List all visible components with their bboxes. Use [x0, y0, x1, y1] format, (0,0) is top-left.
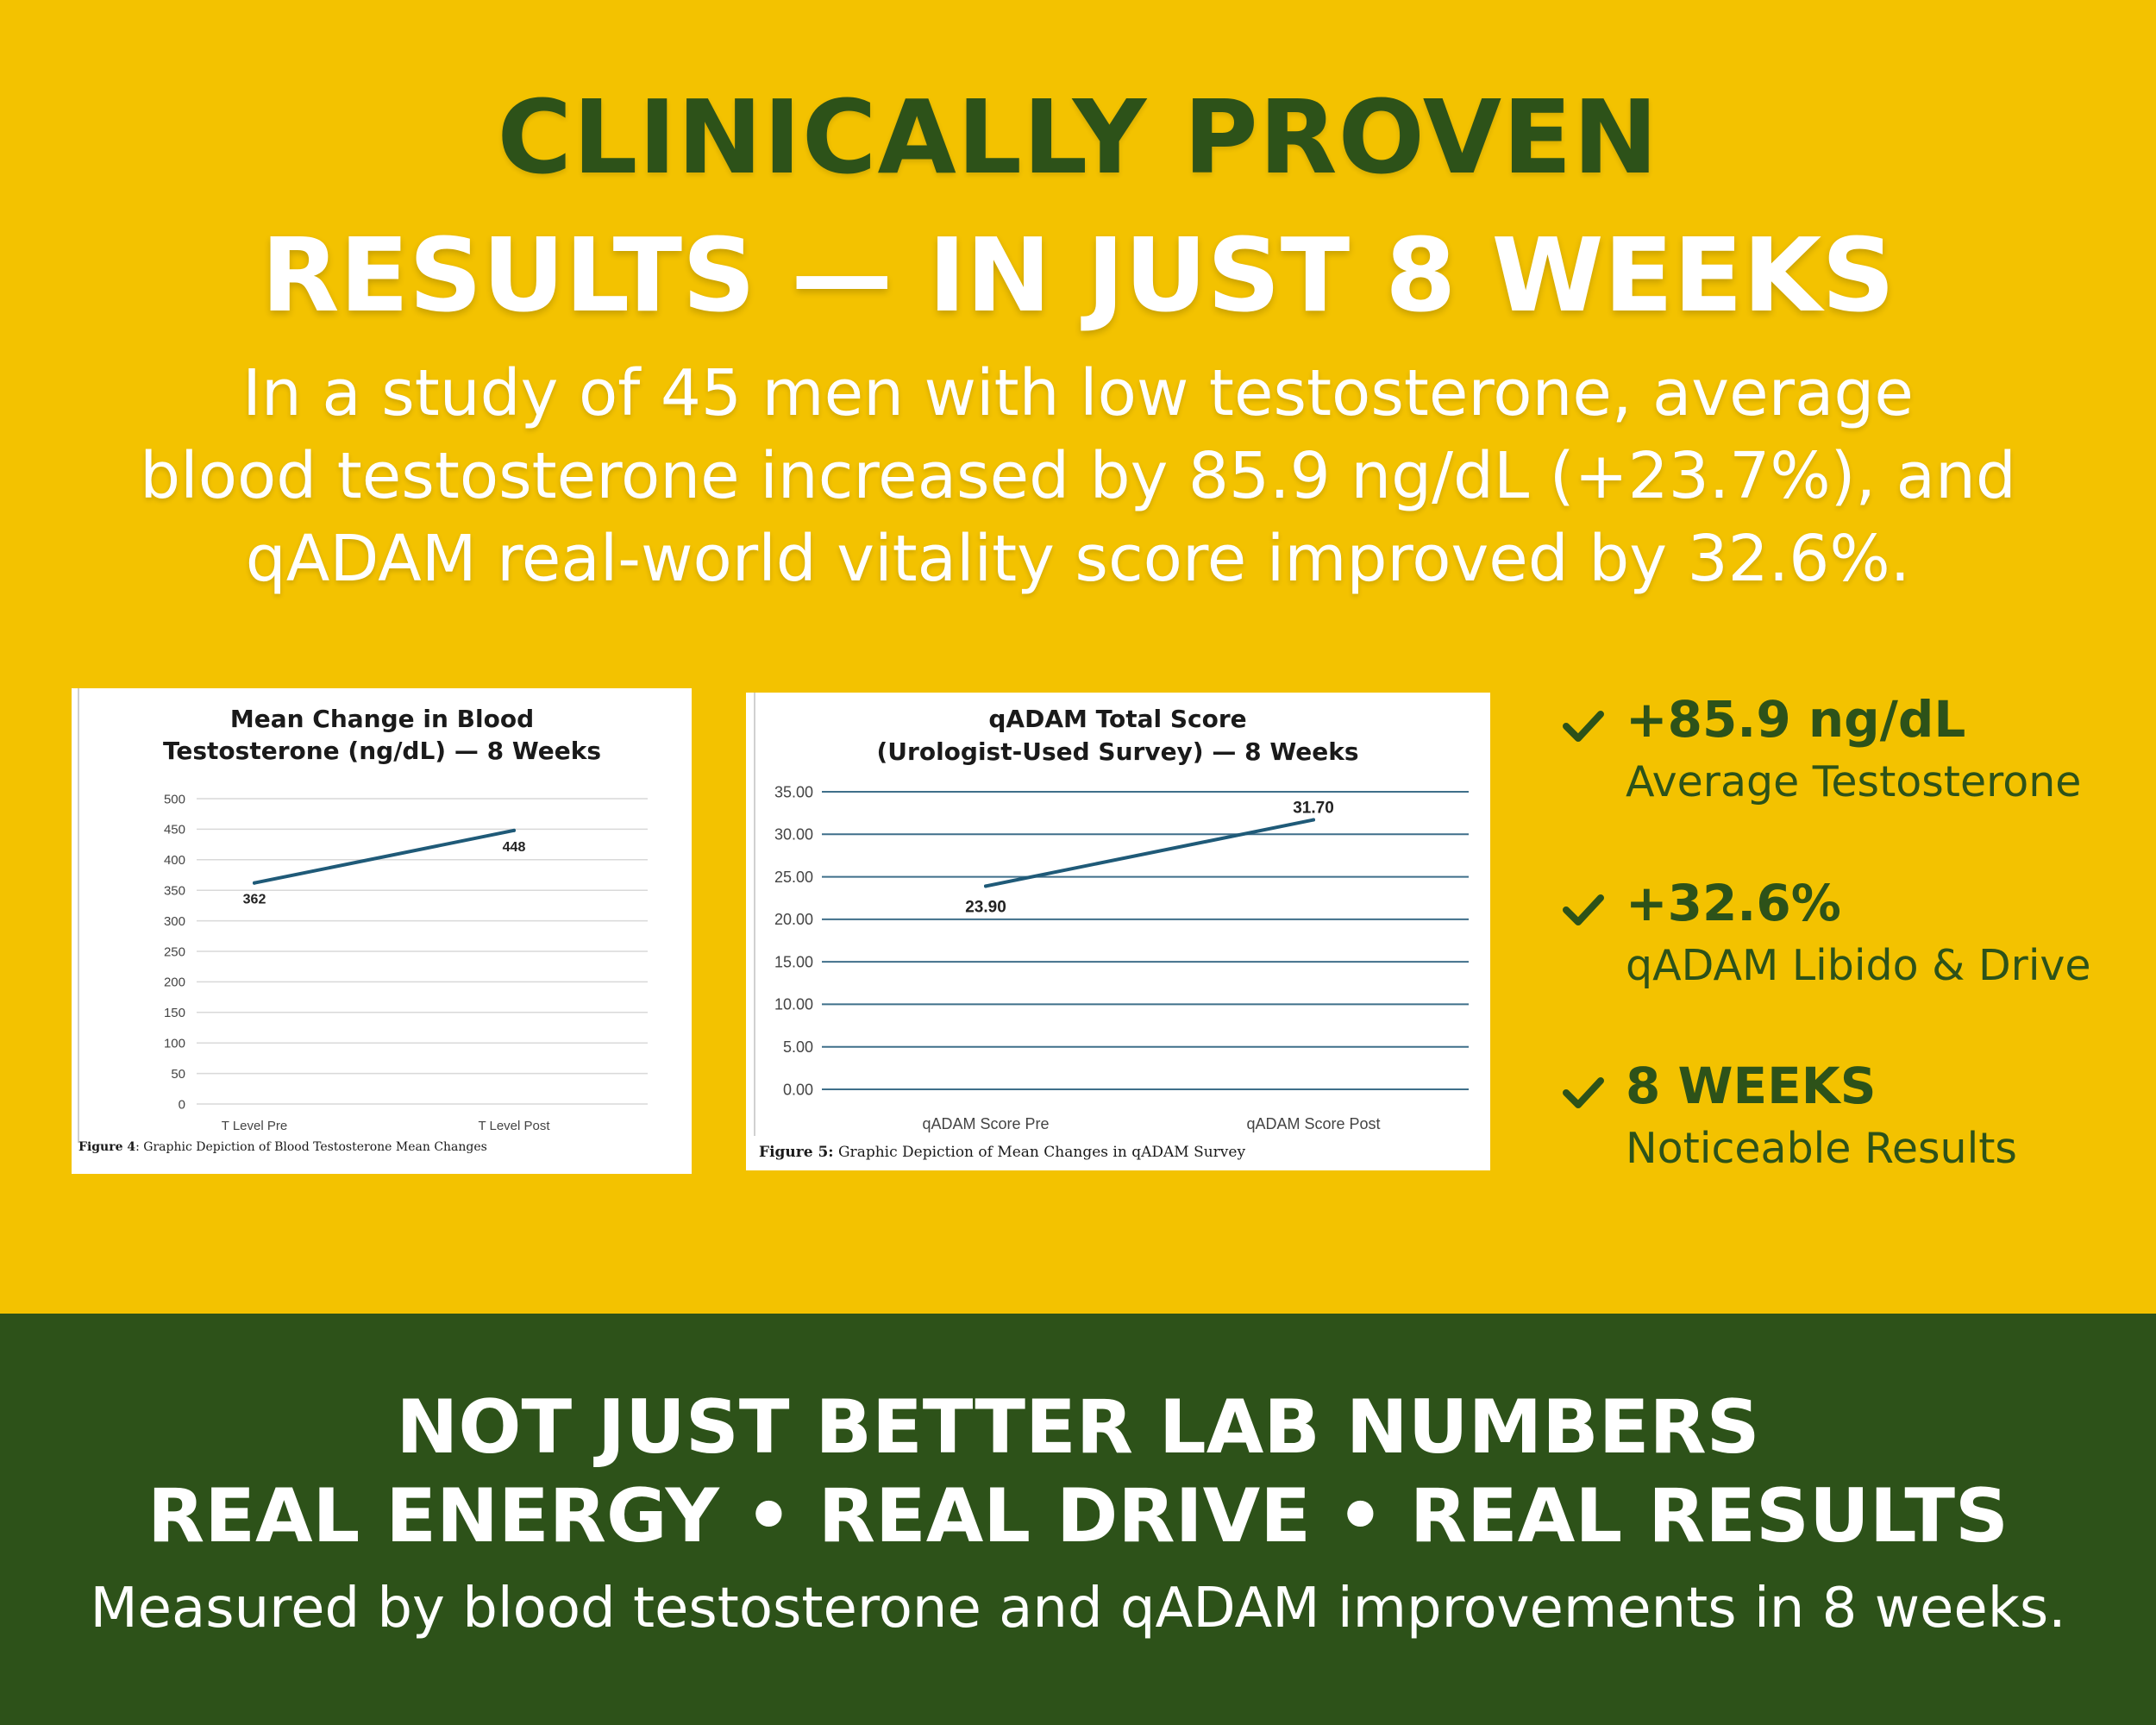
y-tick-label: 50 — [171, 1067, 185, 1082]
footer-line-1: NOT JUST BETTER LAB NUMBERS — [396, 1384, 1760, 1471]
study-summary-line-2: blood testosterone increased by 85.9 ng/… — [140, 439, 2016, 513]
series-line — [253, 828, 516, 885]
data-label: 362 — [243, 893, 266, 907]
figure-caption-label: Figure 5: — [759, 1144, 834, 1161]
data-label: 23.90 — [965, 898, 1006, 916]
stat-label: Noticeable Results — [1626, 1124, 2017, 1173]
stat-value: 8 WEEKS — [1626, 1057, 1877, 1115]
stat-value: +85.9 ng/dL — [1626, 690, 1966, 749]
x-tick-label: T Level Pre — [222, 1119, 287, 1133]
x-tick-label: qADAM Score Post — [1246, 1115, 1380, 1132]
check-icon — [1563, 711, 1604, 742]
headline-line-2: RESULTS — IN JUST 8 WEEKS — [260, 216, 1896, 335]
figure-caption-text: : Graphic Depiction of Blood Testosteron… — [135, 1140, 487, 1154]
study-summary-line-3: qADAM real-world vitality score improved… — [245, 522, 1911, 596]
y-tick-label: 150 — [164, 1006, 185, 1020]
x-tick-label: T Level Post — [478, 1119, 550, 1133]
y-tick-label: 400 — [164, 853, 185, 868]
y-tick-label: 300 — [164, 914, 185, 929]
y-tick-label: 0.00 — [783, 1081, 813, 1098]
figure-caption: Figure 5: Graphic Depiction of Mean Chan… — [759, 1144, 1245, 1161]
y-tick-label: 100 — [164, 1036, 185, 1051]
y-tick-label: 350 — [164, 883, 185, 898]
y-tick-label: 10.00 — [774, 996, 813, 1013]
chart-title-line-1: qADAM Total Score — [988, 705, 1246, 733]
data-point — [253, 881, 256, 885]
y-tick-label: 0 — [179, 1097, 185, 1112]
figure-caption-text: Graphic Depiction of Mean Changes in qAD… — [834, 1144, 1246, 1161]
data-label: 448 — [503, 840, 526, 855]
series-line — [984, 818, 1315, 888]
figure-caption-label: Figure 4 — [78, 1140, 135, 1154]
footer-line-2: REAL ENERGY • REAL DRIVE • REAL RESULTS — [147, 1473, 2009, 1559]
check-icon — [1563, 1077, 1604, 1108]
y-tick-label: 25.00 — [774, 869, 813, 886]
testosterone-chart-card: Mean Change in Blood Testosterone (ng/dL… — [72, 688, 692, 1174]
y-tick-label: 450 — [164, 823, 185, 837]
stat-label: Average Testosterone — [1626, 757, 2082, 806]
x-tick-label: qADAM Score Pre — [922, 1115, 1049, 1132]
footer-line-3: Measured by blood testosterone and qADAM… — [90, 1577, 2066, 1640]
data-point — [1312, 818, 1315, 822]
study-summary-line-1: In a study of 45 men with low testostero… — [242, 356, 1914, 430]
y-tick-label: 30.00 — [774, 826, 813, 844]
qadam-chart: qADAM Total Score (Urologist-Used Survey… — [754, 693, 1469, 1161]
chart-title-line-2: Testosterone (ng/dL) — 8 Weeks — [163, 737, 601, 765]
y-tick-label: 5.00 — [783, 1038, 813, 1056]
footer-banner: NOT JUST BETTER LAB NUMBERS REAL ENERGY … — [0, 1314, 2156, 1725]
data-point — [984, 884, 987, 888]
figure-caption: Figure 4: Graphic Depiction of Blood Tes… — [78, 1140, 487, 1154]
chart-title-line-2: (Urologist-Used Survey) — 8 Weeks — [877, 737, 1359, 766]
check-icon — [1563, 894, 1604, 925]
data-point — [512, 828, 516, 832]
y-tick-label: 20.00 — [774, 911, 813, 928]
y-tick-label: 250 — [164, 944, 185, 959]
testosterone-chart: Mean Change in Blood Testosterone (ng/dL… — [78, 688, 648, 1154]
y-tick-label: 15.00 — [774, 953, 813, 970]
chart-title-line-1: Mean Change in Blood — [230, 705, 534, 733]
stat-value: +32.6% — [1626, 874, 1841, 932]
stat-label: qADAM Libido & Drive — [1626, 941, 2091, 990]
y-tick-label: 500 — [164, 792, 185, 806]
y-tick-label: 35.00 — [774, 783, 813, 800]
y-tick-label: 200 — [164, 975, 185, 990]
headline-line-1: CLINICALLY PROVEN — [497, 78, 1659, 197]
qadam-chart-card: qADAM Total Score (Urologist-Used Survey… — [746, 693, 1490, 1170]
study-summary: In a study of 45 men with low testostero… — [103, 352, 2053, 600]
data-label: 31.70 — [1293, 800, 1334, 818]
